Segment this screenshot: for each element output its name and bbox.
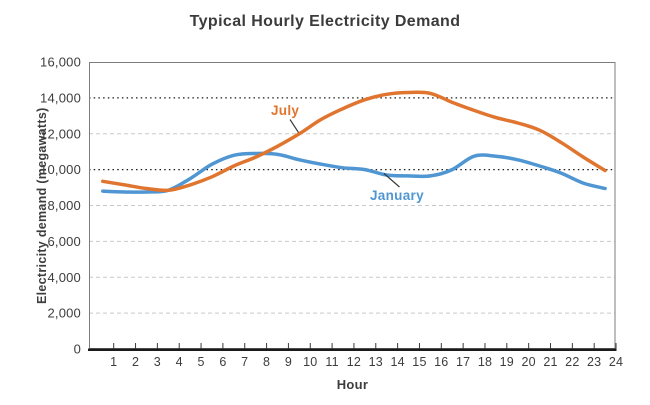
x-tick-label: 2: [132, 355, 139, 369]
x-tick-label: 16: [434, 355, 448, 369]
plot-border: [89, 62, 616, 349]
x-tick-label: 22: [565, 355, 579, 369]
y-tick-label: 16,000: [40, 55, 81, 70]
y-tick-label: 6,000: [47, 234, 81, 249]
y-tick-label: 10,000: [40, 162, 81, 177]
x-tick-label: 5: [197, 355, 204, 369]
x-tick-label: 1: [110, 355, 117, 369]
y-tick-label: 4,000: [47, 270, 81, 285]
x-tick-label: 15: [412, 355, 426, 369]
x-tick-label: 13: [369, 355, 383, 369]
y-tick-label: 2,000: [47, 306, 81, 321]
x-tick-label: 12: [347, 355, 361, 369]
january-leader-line: [383, 173, 400, 188]
x-axis-title: Hour: [336, 377, 369, 392]
july-leader-line: [289, 119, 300, 133]
x-tick-label: 19: [500, 355, 514, 369]
x-tick-label: 14: [390, 355, 404, 369]
x-tick-label: 24: [609, 355, 623, 369]
x-tick-label: 3: [154, 355, 161, 369]
x-tick-label: 21: [543, 355, 557, 369]
x-tick-label: 4: [176, 355, 183, 369]
x-tick-label: 20: [522, 355, 536, 369]
x-tick-label: 8: [263, 355, 270, 369]
january-line: [101, 151, 607, 194]
x-tick-label: 23: [587, 355, 601, 369]
y-tick-label: 0: [74, 342, 81, 357]
y-tick-label: 12,000: [40, 126, 81, 141]
y-tick-label: 8,000: [47, 198, 81, 213]
y-tick-label: 14,000: [40, 90, 81, 105]
x-tick-label: 10: [303, 355, 317, 369]
x-tick-label: 7: [241, 355, 248, 369]
chart-title: Typical Hourly Electricity Demand: [189, 13, 461, 30]
x-tick-label: 18: [478, 355, 492, 369]
x-tick-label: 17: [456, 355, 470, 369]
x-tick-label: 9: [285, 355, 292, 369]
series-label-january: January: [370, 188, 424, 203]
july-line: [101, 90, 607, 193]
x-tick-label: 11: [325, 355, 338, 369]
x-tick-label: 6: [219, 355, 226, 369]
series-label-july: July: [271, 103, 300, 118]
